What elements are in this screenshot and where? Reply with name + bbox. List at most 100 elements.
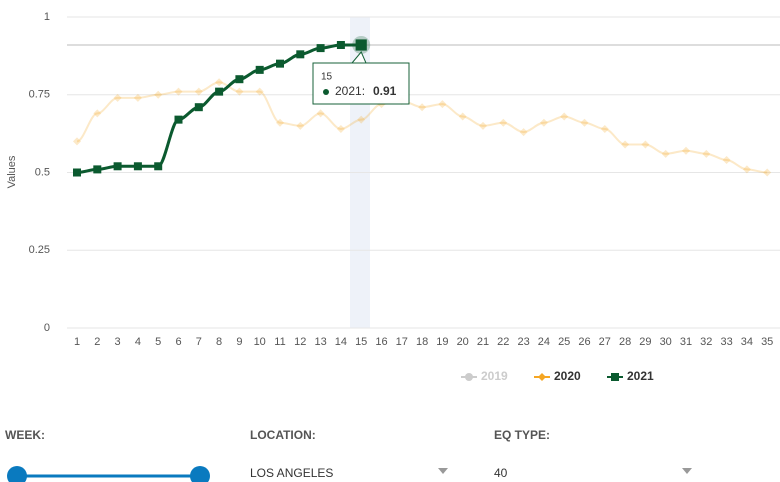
x-tick-label: 34 <box>741 336 753 348</box>
x-tick-label: 17 <box>396 336 408 348</box>
point <box>336 40 345 49</box>
x-tick-label: 10 <box>254 336 266 348</box>
y-tick-label: 1 <box>44 11 50 23</box>
x-tick-label: 2 <box>94 336 100 348</box>
x-tick-label: 13 <box>314 336 326 348</box>
point <box>641 140 650 149</box>
x-tick-label: 27 <box>599 336 611 348</box>
dropdown-value[interactable]: LOS ANGELES <box>250 466 333 480</box>
legend-label[interactable]: 2021 <box>627 369 654 383</box>
point <box>133 162 142 171</box>
point <box>296 50 305 59</box>
tooltip-header: 15 <box>321 72 333 83</box>
point <box>113 93 122 102</box>
x-tick-label: 32 <box>700 336 712 348</box>
point <box>133 93 142 102</box>
x-tick-label: 22 <box>497 336 509 348</box>
point <box>560 112 569 121</box>
point <box>357 115 366 124</box>
point <box>174 87 183 96</box>
x-tick-label: 3 <box>115 336 121 348</box>
point <box>418 103 427 112</box>
point <box>763 168 772 177</box>
point <box>113 162 122 171</box>
point <box>93 109 102 118</box>
x-tick-label: 26 <box>578 336 590 348</box>
point <box>316 109 325 118</box>
point <box>316 44 325 53</box>
slider-handle[interactable] <box>7 466 27 482</box>
point <box>742 165 751 174</box>
point <box>255 87 264 96</box>
tooltip-label: 2021: <box>335 84 365 98</box>
x-tick-label: 11 <box>274 336 285 348</box>
point <box>296 121 305 130</box>
slider-handle[interactable] <box>190 466 210 482</box>
point <box>355 39 367 51</box>
point <box>73 168 81 177</box>
x-tick-label: 16 <box>375 336 387 348</box>
control-label: WEEK: <box>5 428 45 442</box>
x-tick-label: 20 <box>457 336 469 348</box>
point <box>276 118 284 127</box>
point <box>276 59 284 68</box>
x-tick-label: 29 <box>639 336 651 348</box>
point <box>255 65 264 74</box>
dropdown-arrow[interactable] <box>682 468 692 474</box>
y-tick-label: 0 <box>44 322 50 334</box>
x-tick-label: 31 <box>680 336 692 348</box>
point <box>682 146 690 155</box>
x-tick-label: 30 <box>660 336 672 348</box>
x-tick-label: 7 <box>196 336 202 348</box>
x-tick-label: 5 <box>155 336 161 348</box>
point <box>235 87 244 96</box>
tooltip-value: 0.91 <box>373 84 397 98</box>
legend-marker <box>538 373 546 381</box>
legend-label[interactable]: 2020 <box>554 369 581 383</box>
x-tick-label: 9 <box>236 336 242 348</box>
point <box>519 128 528 137</box>
x-tick-label: 6 <box>175 336 181 348</box>
point <box>215 78 224 87</box>
point <box>539 118 548 127</box>
tooltip-box <box>312 51 410 105</box>
x-tick-label: 24 <box>538 336 550 348</box>
legend-label[interactable]: 2019 <box>481 369 508 383</box>
x-tick-label: 15 <box>355 336 367 348</box>
series-line <box>76 81 768 174</box>
point <box>600 124 609 133</box>
point <box>194 103 203 112</box>
x-tick-label: 21 <box>477 336 489 348</box>
control-label: LOCATION: <box>250 428 316 442</box>
x-tick-label: 25 <box>558 336 570 348</box>
point <box>722 156 731 165</box>
point <box>235 75 244 84</box>
x-tick-label: 35 <box>761 336 773 348</box>
point <box>479 121 487 130</box>
point <box>215 87 224 96</box>
control-label: EQ TYPE: <box>494 428 550 442</box>
x-tick-label: 19 <box>436 336 448 348</box>
x-tick-label: 1 <box>74 336 80 348</box>
point <box>458 112 467 121</box>
dropdown-arrow[interactable] <box>438 468 448 474</box>
legend-marker <box>465 373 473 381</box>
dropdown-value[interactable]: 40 <box>494 466 508 480</box>
y-tick-label: 0.75 <box>29 89 50 101</box>
point <box>154 90 163 99</box>
x-tick-label: 18 <box>416 336 428 348</box>
point <box>174 115 183 124</box>
point <box>661 149 670 158</box>
point <box>336 124 345 133</box>
x-tick-label: 33 <box>720 336 732 348</box>
point <box>499 118 508 127</box>
x-tick-label: 28 <box>619 336 631 348</box>
point <box>194 87 203 96</box>
x-tick-label: 14 <box>335 336 347 348</box>
x-tick-label: 8 <box>216 336 222 348</box>
point <box>580 118 589 127</box>
point <box>93 165 102 174</box>
legend-marker <box>611 373 619 381</box>
point <box>621 140 630 149</box>
y-tick-label: 0.5 <box>35 166 50 178</box>
